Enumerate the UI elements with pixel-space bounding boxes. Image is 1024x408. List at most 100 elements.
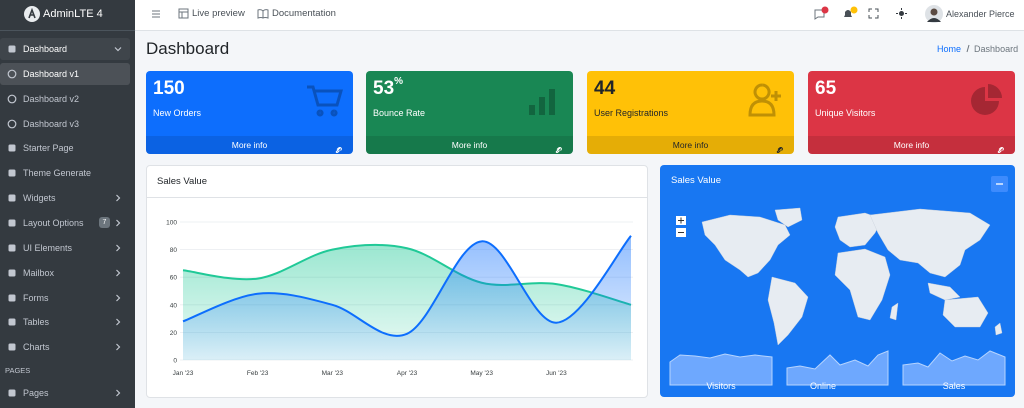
arrow-shape: [116, 244, 121, 252]
box-label: Unique Visitors: [815, 108, 876, 118]
menu-item[interactable]: Forms: [0, 287, 130, 309]
brand-logo: [24, 6, 40, 22]
menu-badge: 7: [99, 216, 110, 228]
collapse-button[interactable]: [991, 176, 1008, 192]
menu-icon: [8, 269, 16, 277]
menu-icon: [8, 244, 16, 252]
menu-item[interactable]: Dashboard v3: [0, 113, 130, 135]
menu-item[interactable]: Dashboard: [0, 38, 130, 60]
box-value: 65: [815, 78, 837, 99]
link-icon: [335, 147, 342, 153]
menu-arrow: [116, 389, 121, 397]
arrow-shape: [114, 47, 122, 52]
menu-item[interactable]: Pages: [0, 382, 130, 404]
menu-icon: [8, 169, 16, 177]
breadcrumb-separator: [966, 44, 970, 53]
box-footer[interactable]: More info: [146, 136, 353, 154]
icon-shape: [8, 144, 16, 152]
icon-shape: [7, 94, 17, 104]
box-footer-text[interactable]: More info: [451, 140, 488, 150]
icon-shape: [7, 69, 17, 79]
box-footer-text[interactable]: More info: [893, 140, 930, 150]
arrow-shape: [116, 343, 121, 351]
messages-icon[interactable]: [813, 5, 833, 23]
box-value: 44: [594, 78, 616, 99]
preview-icon: [178, 8, 189, 19]
icon-shape: [8, 169, 16, 177]
nav-link[interactable]: Documentation: [272, 8, 336, 19]
continents: [701, 207, 1003, 346]
brand[interactable]: AdminLTE 4: [0, 0, 135, 31]
box-footer-text[interactable]: More info: [672, 140, 709, 150]
theme-icon[interactable]: [896, 8, 907, 19]
small-box: 53% Bounce Rate More info: [366, 71, 573, 154]
sparklines: [669, 350, 1006, 386]
breadcrumb-link[interactable]: Home: [937, 44, 962, 54]
link-icon: [997, 147, 1004, 153]
breadcrumb-current: Dashboard: [974, 44, 1019, 54]
menu-item[interactable]: Tables: [0, 311, 130, 333]
menu-label: Forms: [23, 292, 49, 303]
small-box: 65 Unique Visitors More info: [808, 71, 1015, 154]
menu-item[interactable]: Widgets: [0, 187, 130, 209]
icon-shape: [8, 318, 16, 326]
icon-shape: [8, 244, 16, 252]
menu-arrow: [114, 47, 122, 52]
box-footer[interactable]: More info: [366, 136, 573, 154]
box-icon: [529, 89, 555, 115]
menu-icon: [8, 144, 16, 152]
menu-label: Dashboard v1: [23, 68, 80, 79]
icon-shape: [335, 147, 342, 153]
map-card: Sales Value Visitors Online Sales: [660, 165, 1015, 397]
user-name[interactable]: Alexander Pierce: [946, 9, 1015, 19]
sales-card: Sales Value: [146, 165, 648, 398]
page-title: Dashboard: [146, 39, 230, 58]
menu-icon: [7, 69, 17, 79]
menu-toggle[interactable]: [151, 9, 161, 19]
box-icon: [748, 83, 781, 117]
icon-shape: [307, 85, 343, 117]
menu-label: Pages: [23, 388, 49, 398]
menu-label: Starter Page: [23, 143, 74, 154]
box-footer[interactable]: More info: [808, 136, 1015, 154]
box-value-unit: %: [394, 76, 404, 87]
icon-shape: [8, 389, 16, 397]
menu-item[interactable]: Starter Page: [0, 137, 130, 159]
menu-arrow: [116, 343, 121, 351]
menu-item[interactable]: Dashboard v2: [0, 88, 130, 110]
icon-shape: [971, 84, 1002, 115]
sparkline-label: Sales: [942, 381, 966, 391]
box-footer[interactable]: More info: [587, 136, 794, 154]
menu-label: Theme Generate: [23, 168, 92, 179]
menu-item[interactable]: Charts: [0, 336, 130, 358]
box-footer-text[interactable]: More info: [231, 140, 268, 150]
box-value: 150: [153, 78, 185, 99]
breadcrumb: Home Dashboard: [937, 44, 1018, 54]
card-title: Sales Value: [671, 175, 721, 186]
menu-item[interactable]: Mailbox: [0, 262, 130, 284]
notifications-icon[interactable]: [841, 5, 861, 23]
menu-item[interactable]: Dashboard v1: [0, 62, 130, 85]
link-icon: [776, 147, 783, 153]
user-avatar[interactable]: [924, 4, 944, 24]
menu-item[interactable]: Layout Options 7: [0, 212, 130, 234]
arrow-shape: [116, 318, 121, 326]
fullscreen-icon[interactable]: [868, 8, 879, 19]
menu-item[interactable]: Theme Generate: [0, 162, 130, 184]
menu-item[interactable]: UI Elements: [0, 237, 130, 259]
navbar: Live preview Documentation Alexander Pie…: [135, 0, 1024, 31]
nav-link[interactable]: Live preview: [192, 8, 245, 19]
menu-icon: [8, 343, 16, 351]
small-box: 150 New Orders More info: [146, 71, 353, 154]
menu-icon: [8, 318, 16, 326]
card-title: Sales Value: [157, 176, 207, 187]
small-box: 44 User Registrations More info: [587, 71, 794, 154]
box-label: New Orders: [153, 108, 202, 118]
menu-label: Layout Options: [23, 217, 84, 228]
arrow-shape: [116, 269, 121, 277]
box-label: User Registrations: [594, 108, 669, 118]
arrow-shape: [116, 219, 121, 227]
sidebar: AdminLTE 4 Dashboard Dashboard v1 Dashboar…: [0, 0, 135, 408]
menu-label: Dashboard v2: [23, 93, 80, 104]
